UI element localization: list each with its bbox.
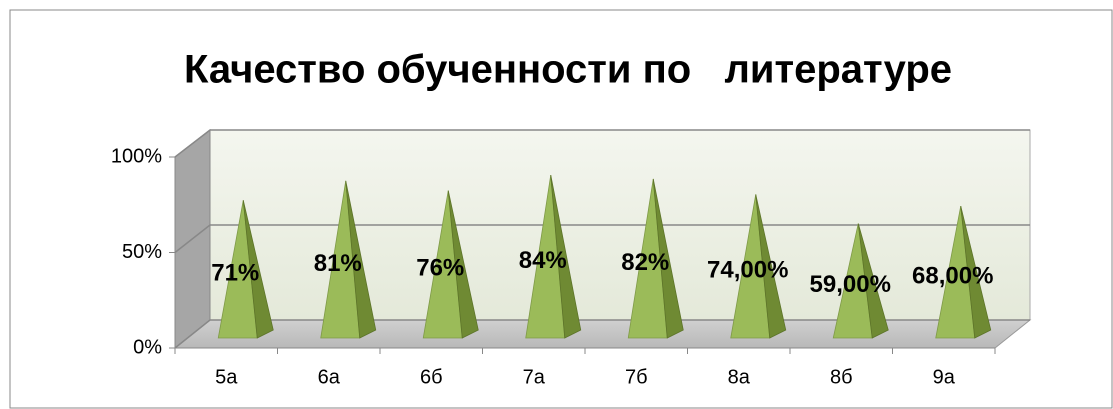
pyramid-side: [857, 223, 889, 339]
value-label: 82%: [621, 249, 669, 276]
x-tick-label: 9а: [933, 366, 956, 388]
pyramid-side: [242, 200, 274, 339]
value-label: 68,00%: [912, 262, 993, 289]
pyramid-side: [652, 178, 684, 339]
value-label: 84%: [519, 247, 567, 274]
y-tick-label: 50%: [122, 241, 162, 263]
x-tick-label: 6б: [420, 366, 443, 388]
pyramid-side: [550, 174, 582, 339]
x-tick-label: 6а: [318, 366, 341, 388]
value-label: 74,00%: [707, 257, 788, 284]
value-label: 76%: [416, 255, 464, 282]
chart-title: Качество обученности по литературе: [184, 48, 952, 92]
x-tick-label: 8а: [728, 366, 751, 388]
grid-line: [174, 129, 1030, 158]
pyramid-side: [345, 180, 377, 339]
y-tick-label: 0%: [133, 336, 162, 358]
value-label: 81%: [314, 250, 362, 277]
x-tick-label: 7б: [625, 366, 648, 388]
value-label: 71%: [211, 259, 259, 286]
pyramid-side: [755, 194, 787, 339]
floor: [173, 319, 1032, 349]
pyramid-side: [447, 190, 479, 339]
value-label: 59,00%: [810, 271, 891, 298]
x-tick-label: 5а: [215, 366, 238, 388]
x-tick-label: 8б: [830, 366, 853, 388]
x-tick-label: 7а: [523, 366, 546, 388]
y-tick-label: 100%: [111, 145, 162, 167]
pyramid-side: [960, 205, 992, 339]
